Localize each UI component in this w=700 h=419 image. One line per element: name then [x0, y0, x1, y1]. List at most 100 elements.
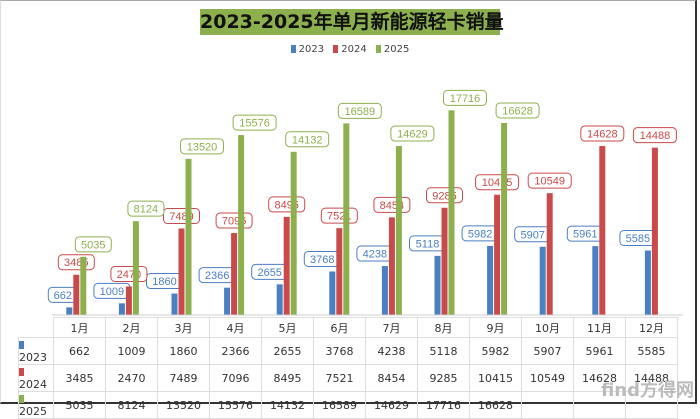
data-label: 13520 [187, 141, 218, 153]
bar-2024-11月 [599, 146, 606, 315]
data-label: 14488 [640, 130, 671, 142]
data-label-box [180, 138, 224, 155]
bar-2023-3月 [171, 293, 178, 315]
bar-2024-2月 [125, 286, 132, 315]
bar-2025-3月 [185, 158, 192, 315]
series-label: 2025 [18, 391, 54, 419]
tick-label: 6月 [313, 317, 366, 338]
bar-2024-10月 [546, 193, 553, 315]
table-cell: 14132 [261, 391, 314, 419]
watermark-logo: find方得网 [600, 380, 694, 401]
bar-2023-10月 [539, 246, 546, 315]
bar-2023-11月 [592, 246, 599, 315]
data-label-box [443, 89, 487, 106]
data-table: 1月 2月 3月 4月 5月 6月 7月 8月 9月 10月 11月 12月 2023 662 1009 18… [18, 317, 678, 419]
bar-2023-7月 [381, 266, 388, 315]
table-cell: 5982 [469, 337, 522, 365]
table-row: 2025 5035 8124 13520 15576 14132 16589 14629 177… [18, 391, 678, 419]
bar-2025-8月 [448, 110, 455, 315]
bar-2024-12月 [651, 147, 658, 315]
data-label: 10415 [482, 177, 513, 189]
table-cell [521, 391, 574, 419]
data-label-box [285, 131, 330, 148]
bar-2024-1月 [73, 274, 80, 315]
table-cell: 8495 [261, 364, 314, 392]
legend-label: 2025 [383, 44, 410, 55]
data-label: 17716 [450, 93, 481, 105]
bar-2024-8月 [441, 207, 448, 315]
table-cell: 5961 [573, 337, 626, 365]
data-label: 5907 [520, 229, 544, 241]
legend-swatch [290, 45, 296, 53]
table-header-row: 1月 2月 3月 4月 5月 6月 7月 8月 9月 10月 11月 12月 [18, 317, 678, 338]
data-label: 5585 [626, 233, 650, 245]
data-label: 15576 [239, 118, 270, 130]
data-label: 16628 [502, 105, 533, 117]
table-cell: 3485 [53, 364, 106, 392]
tick-label: 10月 [521, 317, 574, 338]
table-cell: 7096 [209, 364, 262, 392]
series-label: 2024 [18, 364, 54, 392]
data-label: 1860 [152, 276, 176, 288]
table-cell: 9285 [417, 364, 470, 392]
tick-label: 3月 [157, 317, 210, 338]
bar-2023-2月 [118, 303, 125, 315]
data-label-box [127, 200, 165, 217]
legend-swatch [333, 45, 339, 53]
table-cell: 662 [53, 337, 106, 365]
data-label: 5961 [573, 229, 597, 241]
legend-swatch [19, 341, 24, 349]
bar-2023-5月 [276, 284, 283, 315]
data-label: 14132 [292, 134, 323, 146]
table-cell: 10549 [521, 364, 574, 392]
data-label-box [632, 127, 677, 144]
table-cell: 8124 [105, 391, 158, 419]
table-cell: 2366 [209, 337, 262, 365]
bar-2025-7月 [395, 146, 402, 315]
table-cell: 13520 [157, 391, 210, 419]
data-label: 3768 [310, 254, 334, 266]
legend-item-2023: 2023 [290, 44, 324, 55]
table-cell: 8454 [365, 364, 418, 392]
data-label: 8124 [134, 204, 158, 216]
tick-label: 12月 [625, 317, 678, 338]
table-cell: 14628 [573, 364, 626, 392]
data-label: 14628 [587, 129, 618, 141]
bar-2025-1月 [80, 256, 87, 315]
legend-swatch [19, 368, 24, 376]
bar-2024-5月 [283, 216, 290, 315]
data-label-box [337, 102, 382, 119]
bar-2025-2月 [132, 221, 139, 315]
legend-item-2024: 2024 [333, 44, 367, 55]
table-row: 2023 662 1009 1860 2366 2655 3768 4238 5118 5982 5… [18, 337, 678, 365]
bar-2024-4月 [231, 233, 238, 315]
bar-2025-5月 [290, 151, 297, 315]
bar-2024-7月 [388, 217, 395, 315]
table-cell: 2470 [105, 364, 158, 392]
tick-label: 11月 [573, 317, 626, 338]
bar-2025-9月 [501, 122, 508, 316]
tick-label: 5月 [261, 317, 314, 338]
table-cell: 7489 [157, 364, 210, 392]
data-label: 2655 [257, 267, 281, 279]
table-corner [18, 317, 54, 338]
tick-label: 8月 [417, 317, 470, 338]
data-label-box [580, 125, 625, 142]
table-cell: 17716 [417, 391, 470, 419]
tick-label: 1月 [53, 317, 106, 338]
data-label: 14629 [397, 129, 428, 141]
data-label-box [527, 172, 572, 189]
legend-label: 2024 [341, 44, 367, 55]
data-label: 5982 [468, 228, 492, 240]
table-cell: 5907 [521, 337, 574, 365]
data-label: 16589 [345, 106, 376, 118]
bar-2023-12月 [644, 250, 651, 315]
bar-2023-6月 [329, 271, 336, 315]
bar-2025-4月 [238, 135, 245, 315]
bar-2023-9月 [487, 245, 494, 315]
table-cell: 16628 [469, 391, 522, 419]
tick-label: 4月 [209, 317, 262, 338]
tick-label: 9月 [469, 317, 522, 338]
data-label-box [495, 102, 540, 119]
data-label: 5035 [81, 239, 105, 251]
